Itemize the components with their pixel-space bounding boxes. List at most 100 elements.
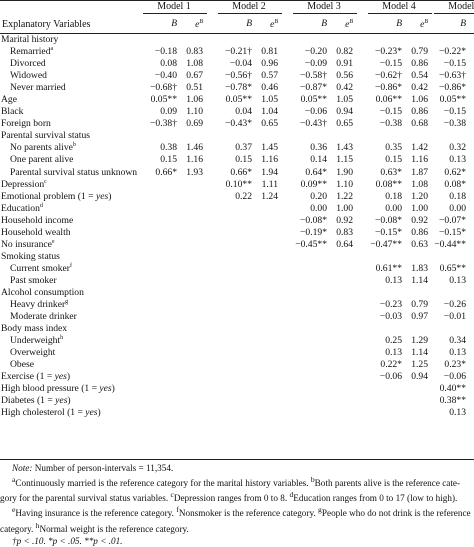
coef-cell: 0.09: [160, 106, 177, 118]
row-label: Remarrieda: [10, 45, 54, 58]
odds-cell: 1.06: [411, 94, 428, 106]
odds-cell: 0.54: [411, 70, 428, 82]
odds-cell: 1.11: [261, 178, 278, 190]
coef-cell: 0.13: [449, 347, 466, 359]
odds-cell: 1.29: [411, 335, 428, 347]
table-row: One parent alive 0.15 1.16 0.15 1.16 0.14 1.15…: [0, 154, 474, 166]
odds-cell: 1.00: [411, 202, 428, 214]
odds-cell: 0.94: [411, 371, 428, 383]
table-top-rule: [0, 0, 474, 1]
coef-cell: 0.34: [449, 335, 466, 347]
row-label: Widowed: [10, 70, 47, 82]
coef-cell: 0.08**: [375, 178, 402, 190]
model-5-header: Model 5: [448, 1, 474, 12]
table-row: Divorced 0.08 1.08 −0.04 0.96 −0.09 0.91 −0.15 0…: [0, 58, 474, 70]
table-row: Remarrieda −0.18 0.83 −0.21† 0.81 −0.20 0.82 −0…: [0, 46, 474, 58]
odds-cell: 1.49: [448, 383, 474, 395]
odds-cell: 0.79: [411, 46, 428, 58]
row-label: Heavy drinkerg: [10, 298, 69, 311]
row-label: Educationd: [1, 202, 43, 214]
coef-cell: 0.15: [385, 154, 402, 166]
coef-cell: 0.13: [385, 347, 402, 359]
coef-cell: 0.00: [310, 202, 327, 214]
subheader-b: B: [246, 19, 252, 29]
table-row: High blood pressure (1 = yes) 0.40**1.49: [0, 383, 474, 395]
odds-cell: 1.14: [448, 154, 474, 166]
odds-cell: 1.14: [448, 275, 474, 287]
coef-cell: −0.23: [379, 299, 402, 311]
coef-cell: 0.05**: [150, 94, 177, 106]
coef-cell: −0.47**: [370, 238, 402, 250]
row-label: Obese: [10, 359, 34, 371]
odds-cell: 1.22: [336, 190, 353, 202]
odds-cell: 0.46: [261, 82, 278, 94]
table-row: No parents aliveb 0.38 1.46 0.37 1.45 0.36 1.4…: [0, 142, 474, 154]
odds-cell: 1.16: [411, 154, 428, 166]
odds-cell: 0.86: [448, 227, 474, 239]
row-label: Household wealth: [1, 226, 71, 238]
odds-cell: 0.65: [336, 118, 353, 130]
odds-cell: 1.04: [261, 106, 278, 118]
table-row: Exercise (1 = yes)−0.060.94−0.060.94: [0, 371, 474, 383]
coef-cell: −0.22*: [439, 46, 466, 58]
coef-cell: −0.38: [443, 118, 466, 130]
coef-cell: 0.25: [385, 335, 402, 347]
table-bottom-rule: [0, 459, 474, 460]
odds-cell: 0.68: [411, 118, 428, 130]
note-sample-size: Note: Number of person-intervals = 11,35…: [12, 463, 174, 473]
coef-cell: −0.15*: [375, 226, 402, 238]
subheader-eb: eB: [462, 19, 474, 30]
odds-cell: 1.05: [336, 94, 353, 106]
odds-cell: 0.86: [448, 58, 474, 70]
odds-cell: 0.94: [448, 371, 474, 383]
coef-cell: 0.23*: [444, 359, 466, 371]
coef-cell: 0.09**: [300, 178, 327, 190]
coef-cell: −0.15: [379, 106, 402, 118]
coef-cell: 0.06**: [375, 94, 402, 106]
odds-cell: 0.86: [411, 106, 428, 118]
coef-cell: −0.58†: [300, 70, 327, 82]
table-row: Age 0.05** 1.06 0.05** 1.05 0.05** 1.05 0.06** 1…: [0, 94, 474, 106]
odds-cell: 0.92: [411, 214, 428, 226]
coef-cell: 0.10**: [225, 178, 252, 190]
odds-cell: 0.86: [411, 226, 428, 238]
odds-cell: 1.14: [448, 407, 474, 419]
row-label: No insurancee: [1, 238, 55, 250]
odds-cell: 1.26: [448, 359, 474, 371]
model-4-header: Model 4: [382, 1, 416, 12]
table-row: Never married −0.68† 0.51 −0.78* 0.46 −0.87* 0…: [0, 82, 474, 94]
table-row: Moderate drinker −0.03 0.97 −0.010.99: [0, 311, 474, 323]
subheader-b: B: [396, 19, 402, 29]
coef-cell: 0.66*: [230, 166, 252, 178]
coef-cell: 0.61**: [375, 262, 402, 274]
odds-cell: 0.83: [336, 226, 353, 238]
odds-cell: 1.24: [261, 190, 278, 202]
table-row: Marital history: [0, 34, 474, 46]
coef-cell: 0.13: [449, 274, 466, 286]
subheader-eb: eB: [420, 19, 428, 31]
coef-cell: 0.00: [449, 202, 466, 214]
odds-cell: 1.41: [448, 335, 474, 347]
table-row: Widowed −0.40 0.67 −0.56† 0.57 −0.58† 0.56 −0.6…: [0, 70, 474, 82]
table-row: High cholesterol (1 = yes) 0.131.14: [0, 407, 474, 419]
coef-cell: 0.22: [235, 190, 252, 202]
table-row: No insurancee −0.45** 0.64 −0.47** 0.63 −0.44…: [0, 239, 474, 251]
odds-cell: 1.46: [186, 142, 203, 154]
coef-cell: −0.08*: [300, 214, 327, 226]
odds-cell: 0.67: [186, 70, 203, 82]
table-row: Household income −0.08* 0.92 −0.08* 0.92 −0.0…: [0, 215, 474, 227]
odds-cell: 1.45: [261, 142, 278, 154]
table-row: Black 0.09 1.10 0.04 1.04 −0.06 0.94 −0.15 0.86−…: [0, 106, 474, 118]
explanatory-variables-header: Explanatory Variables: [2, 19, 91, 30]
coef-cell: 0.05**: [300, 94, 327, 106]
odds-cell: 1.05: [261, 94, 278, 106]
odds-cell: 0.42: [336, 82, 353, 94]
odds-cell: 1.90: [336, 166, 353, 178]
coef-cell: 0.32: [449, 142, 466, 154]
coef-cell: −0.03: [379, 311, 402, 323]
row-label: Depressionc: [1, 178, 47, 190]
note-line-h: category. hNormal weight is the referenc…: [0, 520, 189, 534]
odds-cell: 0.97: [411, 311, 428, 323]
